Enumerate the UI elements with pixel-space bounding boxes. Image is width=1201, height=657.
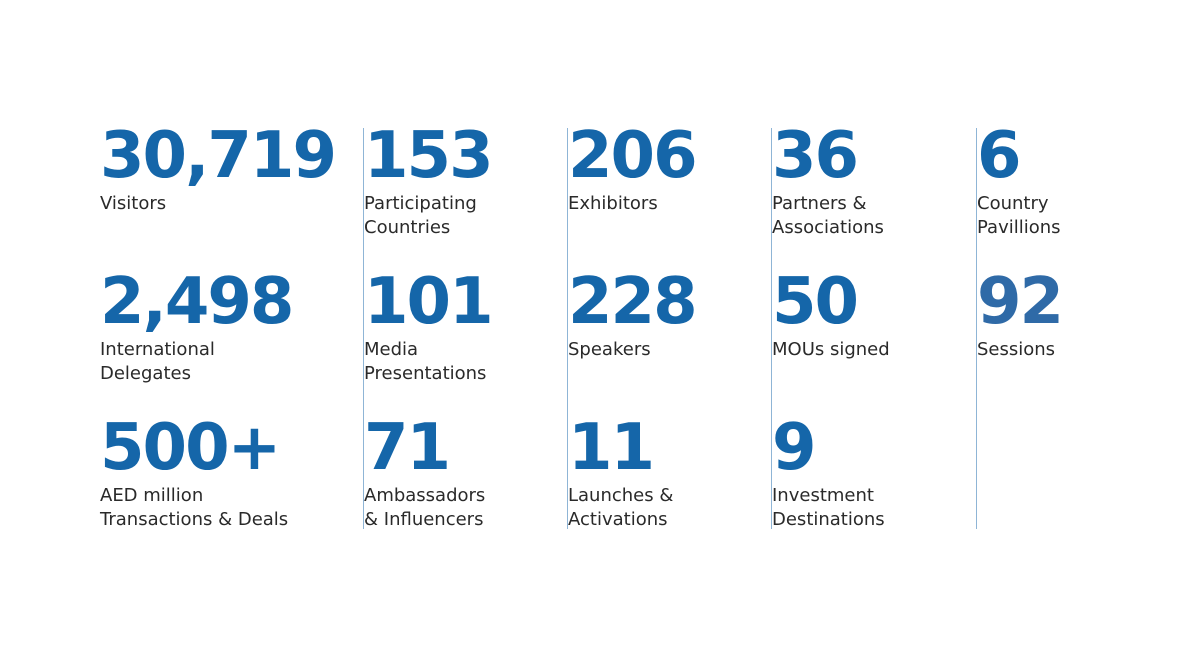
stat-label-line-1: Investment — [772, 485, 874, 506]
stat-value: 9 — [772, 411, 817, 485]
stat-value: 500+ — [100, 411, 281, 485]
stat-ambassadors-influencers: 71 Ambassadors & Influencers — [364, 412, 568, 558]
stat-participating-countries: 153 Participating Countries — [364, 120, 568, 266]
stat-exhibitors: 206 Exhibitors — [568, 120, 772, 266]
stat-label-line-1: Visitors — [100, 193, 167, 214]
stat-value: 6 — [977, 119, 1022, 193]
stat-value: 228 — [568, 265, 698, 339]
stat-label-line-1: Sessions — [977, 339, 1056, 360]
stat-value: 36 — [772, 119, 859, 193]
stat-value: 153 — [364, 119, 494, 193]
stats-column-3: 206 Exhibitors 228 Speakers 11 Launches … — [568, 120, 772, 558]
stat-label-line-2: Associations — [772, 217, 884, 238]
stat-speakers: 228 Speakers — [568, 266, 772, 412]
stats-column-2: 153 Participating Countries 101 Media Pr… — [364, 120, 568, 558]
column-divider — [976, 128, 977, 529]
stat-visitors: 30,719 Visitors — [100, 120, 364, 266]
stat-label-line-2: Destinations — [772, 509, 885, 530]
column-divider — [771, 128, 772, 529]
stat-launches-activations: 11 Launches & Activations — [568, 412, 772, 558]
stat-label-line-2: Transactions & Deals — [100, 509, 289, 530]
stat-value: 30,719 — [100, 119, 337, 193]
stat-label-line-2: Delegates — [100, 363, 191, 384]
column-divider — [567, 128, 568, 529]
stat-label-line-2: Countries — [364, 217, 451, 238]
stat-label-line-2: Presentations — [364, 363, 487, 384]
stat-label-line-1: Ambassadors — [364, 485, 486, 506]
stat-partners-associations: 36 Partners & Associations — [772, 120, 977, 266]
stat-label-line-1: Media — [364, 339, 419, 360]
stats-column-5: 6 Country Pavillions 92 Sessions — [977, 120, 1157, 558]
stat-sessions: 92 Sessions — [977, 266, 1157, 412]
stat-international-delegates: 2,498 International Delegates — [100, 266, 364, 412]
stat-label-line-2: Pavillions — [977, 217, 1061, 238]
stat-label-line-1: MOUs signed — [772, 339, 890, 360]
stat-label-line-1: Speakers — [568, 339, 651, 360]
stat-mous-signed: 50 MOUs signed — [772, 266, 977, 412]
stat-label-line-1: Partners & — [772, 193, 867, 214]
stat-label-line-1: Country — [977, 193, 1049, 214]
stat-media-presentations: 101 Media Presentations — [364, 266, 568, 412]
stats-column-4: 36 Partners & Associations 50 MOUs signe… — [772, 120, 977, 558]
stat-value: 71 — [364, 411, 451, 485]
stat-transactions-deals: 500+ AED million Transactions & Deals — [100, 412, 364, 558]
stat-value: 206 — [568, 119, 698, 193]
stat-country-pavillions: 6 Country Pavillions — [977, 120, 1157, 266]
stat-label-line-2: & Influencers — [364, 509, 484, 530]
stat-value: 2,498 — [100, 265, 294, 339]
stat-label-line-2: Activations — [568, 509, 668, 530]
stat-value: 11 — [568, 411, 655, 485]
stat-investment-destinations: 9 Investment Destinations — [772, 412, 977, 558]
stat-label-line-1: Launches & — [568, 485, 674, 506]
stat-label-line-1: Participating — [364, 193, 477, 214]
stats-column-1: 30,719 Visitors 2,498 International Dele… — [100, 120, 364, 558]
stats-grid: 30,719 Visitors 2,498 International Dele… — [100, 120, 1157, 558]
stat-label-line-1: AED million — [100, 485, 204, 506]
stat-label-line-1: Exhibitors — [568, 193, 658, 214]
stat-value: 101 — [364, 265, 494, 339]
stat-value: 50 — [772, 265, 859, 339]
stat-label-line-1: International — [100, 339, 215, 360]
stat-value: 92 — [977, 265, 1064, 339]
column-divider — [363, 128, 364, 529]
